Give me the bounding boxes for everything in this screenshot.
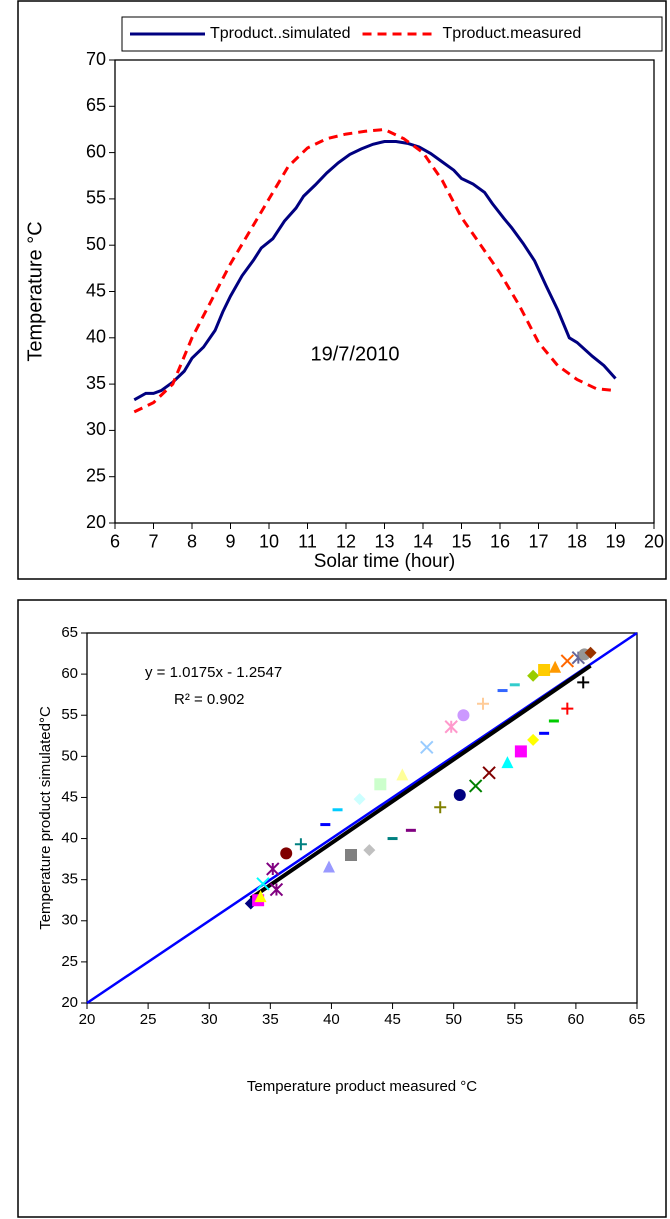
point	[363, 844, 376, 857]
x-tick-label: 16	[490, 531, 510, 551]
y-tick-label: 30	[61, 912, 78, 929]
x-axis-label: Temperature product measured °C	[247, 1078, 477, 1095]
plot-area	[86, 632, 638, 1004]
y-axis-label: Temperature °C	[24, 221, 46, 361]
y-tick-label: 60	[86, 141, 106, 161]
point	[396, 768, 409, 781]
x-tick-label: 8	[187, 531, 197, 551]
point	[323, 860, 335, 873]
x-tick-label: 60	[568, 1011, 585, 1028]
point	[269, 882, 284, 897]
legend-label: Tproduct.measured	[443, 25, 582, 42]
point	[444, 720, 458, 734]
x-tick-label: 65	[629, 1011, 646, 1028]
point	[527, 669, 540, 682]
point	[280, 847, 293, 860]
y-tick-label: 35	[86, 373, 106, 393]
x-tick-label: 20	[79, 1011, 96, 1028]
x-tick-label: 50	[445, 1011, 462, 1028]
y-tick-label: 20	[61, 994, 78, 1011]
x-tick-label: 15	[451, 531, 471, 551]
y-tick-label: 60	[61, 665, 78, 682]
x-tick-label: 40	[323, 1011, 340, 1028]
point	[353, 793, 366, 806]
legend-box	[121, 16, 663, 52]
y-tick-label: 40	[61, 830, 78, 847]
x-tick-label: 10	[259, 531, 279, 551]
point	[577, 676, 590, 689]
point	[266, 862, 280, 876]
fit-line	[249, 664, 592, 900]
chart-frame	[17, 0, 667, 580]
x-tick-label: 13	[374, 531, 394, 551]
y-tick-label: 70	[86, 49, 106, 69]
r-squared: R² = 0.902	[174, 691, 244, 708]
point	[501, 756, 514, 769]
x-tick-label: 9	[225, 531, 235, 551]
y-tick-label: 50	[61, 747, 78, 764]
y-tick-label: 55	[61, 706, 78, 723]
x-tick-label: 14	[413, 531, 433, 551]
x-tick-label: 18	[567, 531, 587, 551]
point	[374, 778, 387, 791]
x-tick-label: 19	[605, 531, 625, 551]
point	[420, 740, 434, 754]
point	[254, 890, 267, 903]
y-tick-label: 20	[86, 512, 106, 532]
point	[560, 654, 575, 668]
x-tick-label: 11	[298, 531, 317, 551]
point	[538, 664, 551, 676]
x-tick-label: 55	[506, 1011, 523, 1028]
point	[482, 766, 496, 780]
point	[453, 788, 466, 801]
x-tick-label: 7	[148, 531, 158, 551]
y-tick-label: 35	[61, 871, 78, 888]
chart-frame	[17, 599, 667, 1218]
point	[345, 849, 357, 861]
y-tick-label: 25	[86, 465, 106, 485]
x-tick-label: 6	[110, 531, 120, 551]
y-tick-label: 25	[61, 953, 78, 970]
point	[477, 697, 489, 710]
legend-label: Tproduct..simulated	[210, 25, 351, 42]
point	[294, 838, 307, 851]
x-axis-label: Solar time (hour)	[314, 551, 456, 572]
y-tick-label: 45	[61, 788, 78, 805]
y-tick-label: 65	[86, 95, 106, 115]
point	[561, 702, 574, 715]
annotation: 19/7/2010	[311, 343, 400, 365]
x-tick-label: 20	[644, 531, 664, 551]
x-tick-label: 35	[262, 1011, 279, 1028]
point	[468, 779, 483, 793]
y-tick-label: 50	[86, 234, 106, 254]
y-tick-label: 55	[86, 188, 106, 208]
y-tick-label: 45	[86, 280, 106, 300]
y-tick-label: 30	[86, 419, 106, 439]
equation: y = 1.0175x - 1.2547	[145, 664, 282, 681]
x-tick-label: 17	[528, 531, 548, 551]
point	[434, 801, 447, 814]
series-line	[133, 139, 617, 402]
point	[549, 660, 562, 673]
point	[527, 733, 540, 746]
y-tick-label: 40	[86, 327, 106, 347]
series-line	[133, 127, 616, 414]
point	[514, 745, 527, 758]
x-tick-label: 45	[384, 1011, 401, 1028]
x-tick-label: 30	[201, 1011, 218, 1028]
point	[256, 877, 270, 891]
point	[457, 709, 470, 722]
plot-area	[114, 59, 655, 524]
y-axis-label: Temperature product simulated°C	[37, 706, 54, 930]
x-tick-label: 12	[336, 531, 356, 551]
x-tick-label: 25	[140, 1011, 157, 1028]
y-tick-label: 65	[61, 624, 78, 641]
point	[584, 646, 597, 659]
